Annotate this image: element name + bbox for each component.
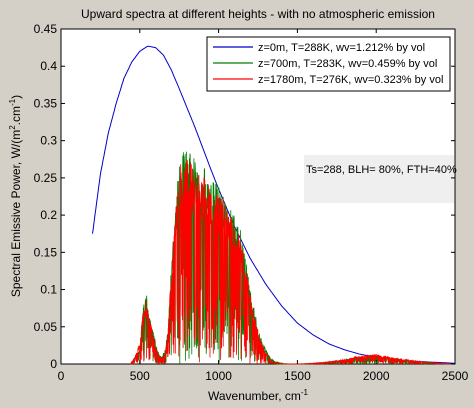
y-tick-label: 0.2 [40,208,57,222]
y-tick-label: 0.4 [40,59,57,73]
x-tick-label: 500 [130,369,150,383]
y-axis-label-exponent-1: 2 [8,125,17,130]
y-tick-label: 0.45 [34,22,58,36]
y-axis-label-text: Spectral Emissive Power, W/(m [9,130,23,297]
series-line-3 [130,159,455,366]
y-tick-label: 0.25 [34,171,58,185]
y-axis-label: Spectral Emissive Power, W/(m2.cm-1) [8,95,23,297]
legend-box [206,36,451,92]
x-tick-label: 0 [58,369,65,383]
annotation-box: Ts=288, BLH= 80%, FTH=40% [304,155,457,203]
x-tick-label: 2500 [442,369,469,383]
y-tick-label: 0.3 [40,134,57,148]
y-tick-label: 0.15 [34,245,58,259]
series-layer [92,45,456,366]
x-axis-label-exponent: -1 [301,388,309,397]
y-tick-label: 0.1 [40,283,57,297]
legend-label-1: z=0m, T=288K, wv=1.212% by vol [258,42,425,54]
legend-label-3: z=1780m, T=276K, wv=0.323% by vol [258,74,443,86]
y-axis-label-unit: .cm [9,106,23,125]
y-axis: 0 0.05 0.1 0.15 0.2 0.25 0.3 0.35 0.4 0.45 [34,22,455,371]
x-axis: 0 500 1000 1500 2000 2500 [58,29,469,383]
y-tick-label: 0 [50,357,57,371]
annotation-text: Ts=288, BLH= 80%, FTH=40% [306,164,457,176]
y-axis-label-close: ) [9,95,23,99]
legend: z=0m, T=288K, wv=1.212% by vol z=700m, T=… [206,36,451,92]
y-tick-label: 0.35 [34,96,58,110]
x-tick-label: 1000 [205,369,232,383]
y-tick-label: 0.05 [34,320,58,334]
x-tick-label: 2000 [363,369,390,383]
x-axis-label-text: Wavenumber, cm [208,389,301,403]
y-axis-label-exponent-2: -1 [8,98,17,106]
annotation-background [304,155,454,203]
legend-label-2: z=700m, T=283K, wv=0.459% by vol [258,58,437,70]
x-axis-label: Wavenumber, cm-1 [208,388,309,403]
x-tick-label: 1500 [284,369,311,383]
chart-title: Upward spectra at different heights - wi… [81,7,435,21]
